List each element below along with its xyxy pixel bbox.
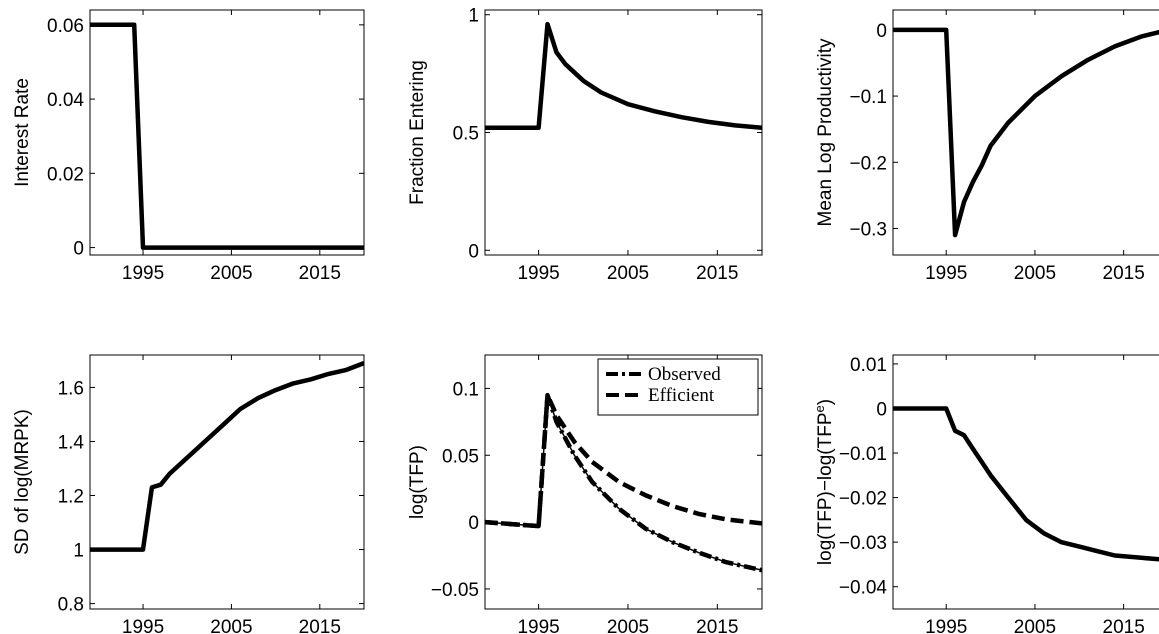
series-line bbox=[485, 21, 762, 131]
chart-panel-5: 1995 2005 2015 −0.05 0 0.05 0.1 log(TFP) Observe… bbox=[407, 354, 763, 634]
y-axis-label: log(TFP) bbox=[407, 445, 428, 519]
y-tick-label: 0.8 bbox=[58, 595, 84, 616]
chart-panel-3: 1995 2005 2015 0 −0.1 −0.2 −0.3 Mean Log Produc… bbox=[815, 9, 1159, 284]
x-tick-label: 2005 bbox=[210, 263, 252, 284]
y-tick-label: 1.4 bbox=[58, 432, 85, 453]
y-axis-label: Interest Rate bbox=[12, 78, 33, 187]
axes-frame bbox=[892, 354, 1159, 610]
y-tick-label: 0.1 bbox=[453, 379, 479, 400]
chart-panel-2: 1995 2005 2015 0 0.5 1 Fraction Entering bbox=[407, 6, 763, 284]
axes-frame bbox=[89, 354, 365, 610]
x-tick-label: 2005 bbox=[607, 263, 649, 284]
x-tick-label: 1995 bbox=[925, 617, 967, 634]
y-tick-label: 0.05 bbox=[442, 446, 479, 467]
y-axis-label: log(TFP)−log(TFPe) bbox=[812, 399, 837, 565]
x-tick-label: 2005 bbox=[210, 617, 252, 634]
chart-panel-4: 1995 2005 2015 0.8 1 1.2 1.4 1.6 SD of log(MRPK) bbox=[12, 354, 365, 634]
y-tick-label: −0.01 bbox=[839, 444, 887, 465]
y-tick-label: 0 bbox=[468, 241, 479, 262]
y-tick-label: 0.02 bbox=[47, 164, 84, 185]
y-tick-label: −0.04 bbox=[839, 578, 888, 599]
y-tick-label: 0 bbox=[468, 513, 479, 534]
y-tick-label: −0.02 bbox=[839, 489, 887, 510]
x-tick-label: 2015 bbox=[299, 263, 341, 284]
y-tick-label: −0.03 bbox=[839, 533, 887, 554]
legend-box bbox=[597, 358, 759, 416]
y-tick-label: −0.2 bbox=[849, 153, 887, 174]
y-tick-label: −0.05 bbox=[431, 580, 479, 601]
x-tick-label: 2015 bbox=[696, 617, 738, 634]
y-tick-label: 0.06 bbox=[47, 16, 84, 37]
x-tick-label: 2015 bbox=[696, 263, 738, 284]
x-tick-label: 1995 bbox=[925, 263, 967, 284]
x-tick-label: 2005 bbox=[1014, 617, 1056, 634]
chart-panel-1: 1995 2005 2015 0 0.02 0.04 0.06 Interest Rate bbox=[12, 9, 365, 284]
x-tick-label: 2015 bbox=[1103, 617, 1145, 634]
legend-label: Observed bbox=[648, 364, 721, 385]
x-tick-label: 1995 bbox=[517, 617, 559, 634]
y-tick-label: 1.6 bbox=[58, 378, 84, 399]
x-tick-label: 1995 bbox=[517, 263, 559, 284]
y-tick-label: 1 bbox=[73, 541, 84, 562]
y-tick-label: 0.5 bbox=[453, 124, 479, 145]
series-line bbox=[893, 406, 1159, 562]
series-line-underlay bbox=[485, 394, 762, 571]
series-line-observed bbox=[485, 392, 762, 573]
series-line-efficient bbox=[485, 392, 762, 529]
y-tick-label: 1.2 bbox=[58, 487, 84, 508]
x-tick-label: 2005 bbox=[1014, 263, 1056, 284]
x-tick-label: 2005 bbox=[607, 617, 649, 634]
y-tick-label: 0.04 bbox=[47, 90, 84, 111]
y-tick-label: 1 bbox=[468, 6, 479, 27]
y-tick-label: −0.3 bbox=[849, 220, 887, 241]
y-tick-label: −0.1 bbox=[849, 87, 887, 108]
axes-frame bbox=[892, 9, 1159, 256]
series-line bbox=[90, 360, 364, 552]
series-line bbox=[893, 27, 1159, 238]
axes-frame bbox=[89, 9, 365, 256]
series-line bbox=[90, 22, 364, 250]
y-tick-label: 0.01 bbox=[850, 355, 887, 376]
y-axis-label: Fraction Entering bbox=[407, 60, 428, 205]
axes-frame bbox=[484, 354, 763, 610]
axes-frame bbox=[484, 9, 763, 256]
y-axis-label: SD of log(MRPK) bbox=[12, 409, 33, 555]
x-tick-label: 2015 bbox=[1103, 263, 1145, 284]
x-tick-label: 2015 bbox=[299, 617, 341, 634]
chart-panel-6: 1995 2005 2015 0.01 0 −0.01 −0.02 −0.03 −0.04log… bbox=[812, 354, 1159, 634]
x-tick-label: 1995 bbox=[122, 263, 164, 284]
y-tick-label: 0 bbox=[876, 21, 887, 42]
x-tick-label: 1995 bbox=[122, 617, 164, 634]
y-axis-label: Mean Log Productivity bbox=[815, 38, 836, 226]
y-tick-label: 0 bbox=[876, 399, 887, 420]
legend-label: Efficient bbox=[648, 385, 715, 406]
y-tick-label: 0 bbox=[73, 239, 84, 260]
